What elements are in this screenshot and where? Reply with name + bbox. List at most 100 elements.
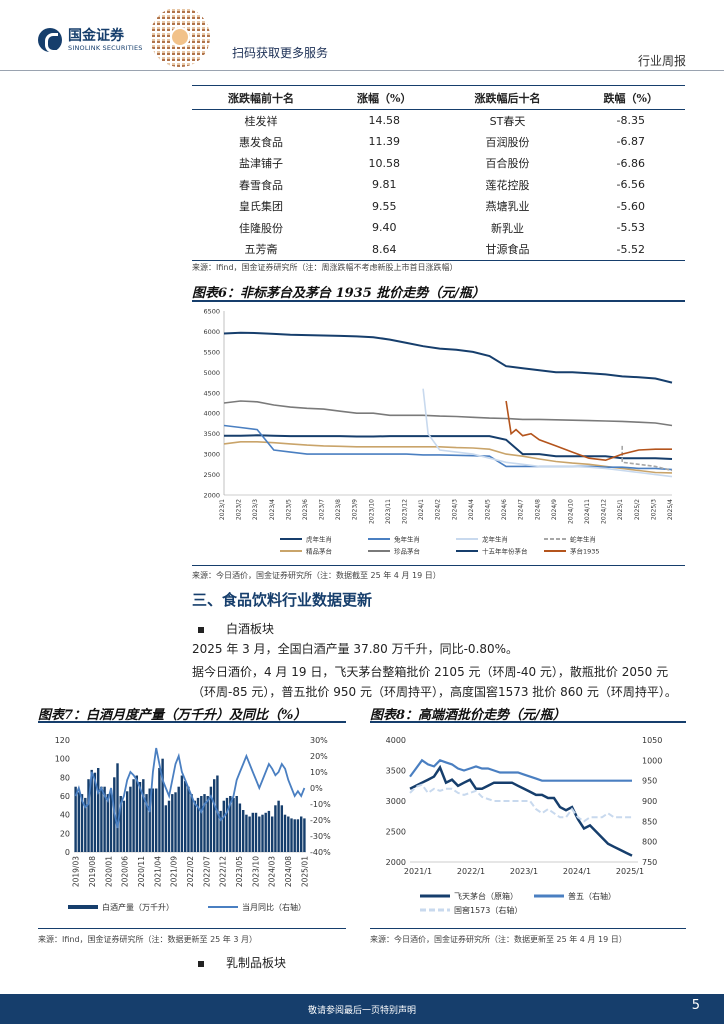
sinolink-logo-icon [38,28,62,53]
bar [109,790,113,852]
bar [225,797,229,852]
x-tick-label: 2025/01 [300,856,309,887]
x-tick-label: 2020/01 [104,856,113,887]
bar [251,812,255,852]
table-cell: -5.60 [616,199,645,213]
header-gain-pct: 涨幅（%） [330,85,439,110]
fig6-source: 来源：今日酒价，国金证券研究所（注：数据截至 25 年 4 月 19 日） [192,571,441,580]
y-tick-label: 3500 [203,430,220,438]
x-tick-label: 2022/02 [186,856,195,887]
x-tick-label: 2025/4 [667,499,674,520]
table-cell: -5.52 [576,238,685,261]
y-right-tick-label: 0% [310,784,323,793]
bar [229,796,232,852]
x-tick-label: 2025/3 [650,499,657,520]
x-tick-label: 2024/1 [563,867,591,876]
series-line [223,424,673,471]
subsection-dairy: 乳制品板块 [198,954,286,971]
bar [138,782,142,852]
y-left-tick-label: 2500 [386,828,406,837]
bar [151,788,155,852]
x-tick-label: 2024/3 [451,499,458,520]
logo-text-cn: 国金证券 [68,28,124,44]
table-cell: -6.87 [616,135,645,149]
bar [213,779,216,852]
x-tick-label: 2023/10 [368,499,375,524]
x-tick-label: 2022/07 [202,856,211,887]
table-cell: 新乳业 [491,221,524,235]
bar [148,788,151,852]
legend-label: 白酒产量（万千升） [102,902,174,912]
footer-disclaimer[interactable]: 敬请参阅最后一页特别声明 [307,1006,416,1016]
fig7-title: 图表7：白酒月度产量（万千升）及同比（%） [38,708,307,723]
x-tick-label: 2023/11 [385,499,392,524]
x-tick-label: 2025/1 [617,499,624,520]
x-tick-label: 2023/12 [402,499,409,524]
y-right-tick-label: 20% [310,752,328,761]
x-tick-label: 2020/06 [121,856,130,887]
y-tick-label: 6500 [203,308,220,316]
x-tick-label: 2022/1 [457,867,485,876]
y-tick-label: 5000 [203,369,220,377]
y-right-tick-label: 850 [642,817,657,826]
x-tick-label: 2025/2 [634,499,641,520]
x-tick-label: 2020/11 [137,856,146,887]
table-row: 春雪食品 9.81 莲花控股 -6.56 [192,174,685,196]
bar [119,796,122,852]
bar [277,800,280,852]
bar [280,805,284,852]
x-tick-label: 2023/8 [335,499,342,520]
bar [261,814,264,852]
legend-label: 国窖1573（右轴） [454,905,522,915]
y-left-tick-label: 0 [65,848,70,857]
bar [164,805,168,852]
bar [271,816,274,852]
series-line [223,331,673,384]
table-source: 来源：Ifind，国金证券研究所（注：周涨跌幅不考虑新股上市首日涨跌幅） [192,263,458,272]
bar [122,800,126,852]
bar [132,779,135,852]
table-cell: 11.39 [368,135,401,149]
series-line [505,400,672,462]
table-cell: 桂发祥 [244,114,278,128]
company-logo: 国金证券 SINOLINK SECURITIES [38,28,143,53]
bar [177,786,180,852]
table-cell: 百润股份 [485,135,530,149]
series-line [223,441,673,474]
table-cell: 10.58 [368,156,401,170]
bar [80,794,84,852]
bar [77,792,81,852]
header-top-gainers: 涨跌幅前十名 [192,85,331,110]
y-left-tick-label: 4000 [386,736,406,745]
bullet-square-icon [198,960,204,967]
y-left-tick-label: 80 [60,773,70,782]
legend-label: 十五年年份茅台 [482,547,528,556]
table-cell: -6.86 [616,156,645,170]
bar [200,796,203,852]
series-line [409,758,632,782]
y-left-tick-label: 20 [60,829,70,838]
header-divider [0,70,724,71]
table-cell: 五芳斋 [192,238,331,261]
fig8-bottom-rule [370,928,686,929]
header-top-losers: 涨跌幅后十名 [438,85,577,110]
subsection-label: 白酒板块 [226,622,275,636]
table-row: 盐津铺子 10.58 百合股份 -6.86 [192,153,685,175]
table-cell: 8.64 [330,238,439,261]
y-tick-label: 4000 [203,410,220,418]
bar [245,814,248,852]
x-tick-label: 2023/1 [510,867,538,876]
page-number: 5 [691,998,700,1013]
bar [203,794,206,852]
x-tick-label: 2024/5 [484,499,491,520]
x-tick-label: 2019/03 [72,856,81,887]
y-right-tick-label: 750 [642,858,657,867]
bar [209,786,213,852]
bar [232,797,235,852]
subsection-baijiu: 白酒板块 [198,620,274,637]
x-tick-label: 2024/03 [268,856,277,887]
bar [84,797,87,852]
x-tick-label: 2023/5 [285,499,292,520]
series-line [223,400,673,427]
y-right-tick-label: -40% [310,848,331,857]
